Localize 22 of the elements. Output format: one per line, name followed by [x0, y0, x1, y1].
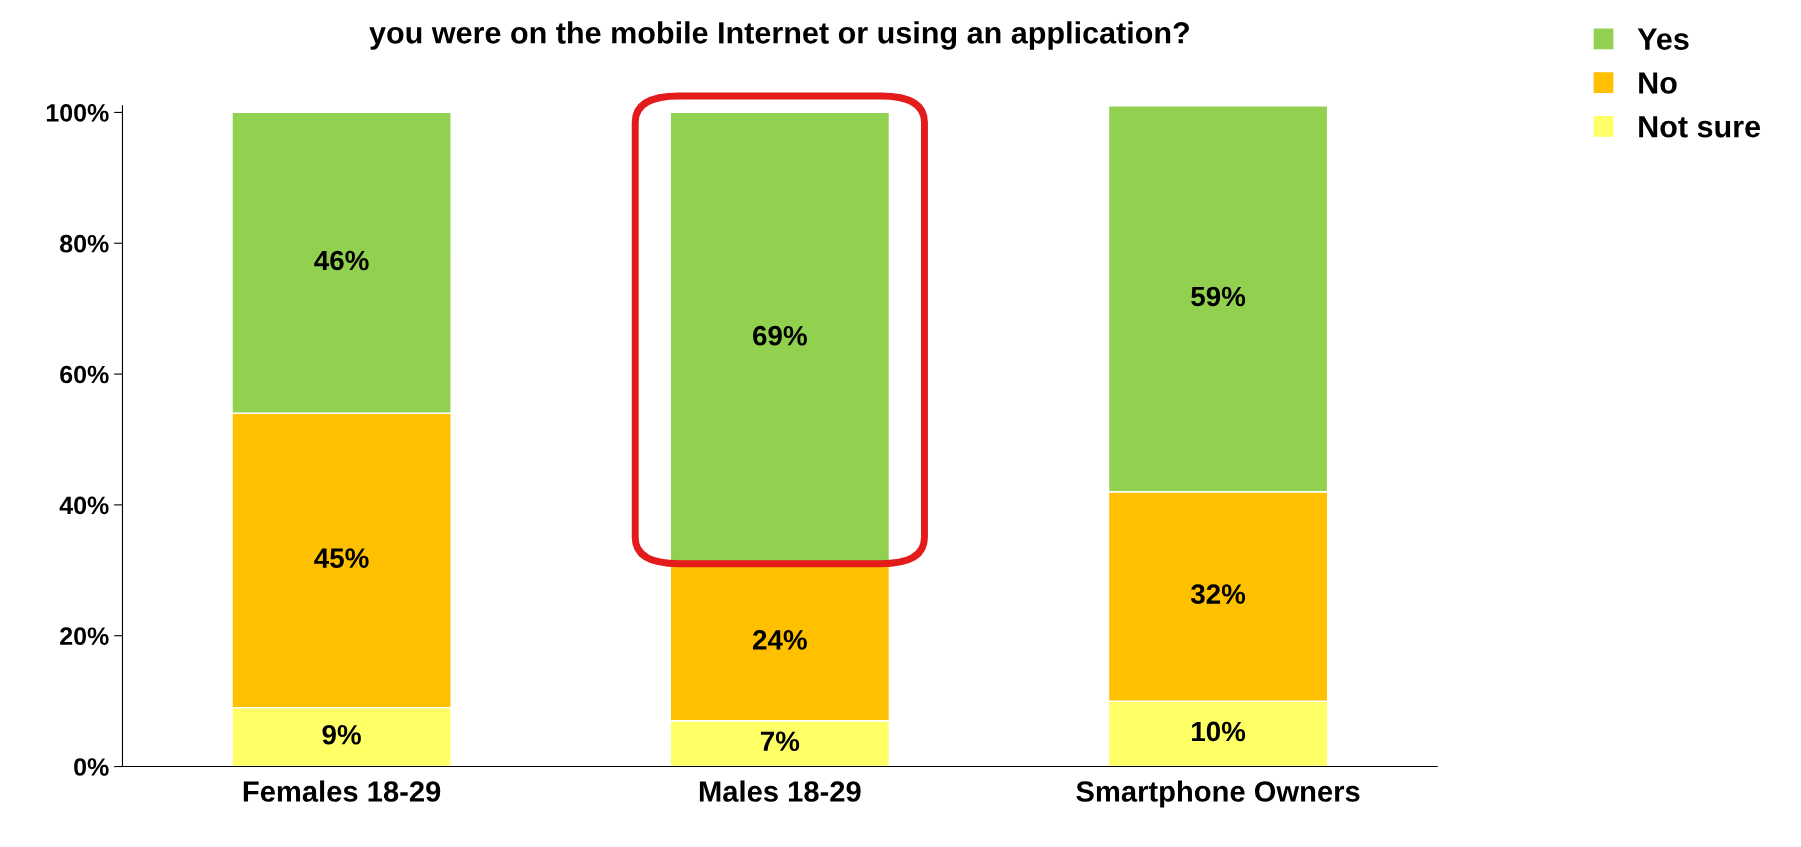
- chart-title: you were on the mobile Internet or using an application?: [369, 21, 1189, 50]
- data-label: 46%: [314, 250, 369, 271]
- data-label: 59%: [1191, 286, 1246, 307]
- data-label: 32%: [1190, 584, 1246, 604]
- y-tick-label: 100%: [46, 104, 109, 122]
- data-label: 10%: [1192, 721, 1246, 742]
- legend-label: No: [1639, 72, 1677, 94]
- x-tick-label: Smartphone Owners: [1076, 780, 1360, 808]
- legend-label: Not sure: [1639, 116, 1761, 138]
- data-label: 9%: [322, 724, 361, 745]
- legend-label: Yes: [1637, 28, 1689, 50]
- x-tick-label: Males 18-29: [699, 780, 861, 802]
- y-tick-label: 60%: [60, 365, 109, 384]
- x-tick-label: Females 18-29: [243, 780, 441, 802]
- y-tick-label: 80%: [60, 234, 109, 253]
- data-label: 69%: [753, 325, 807, 346]
- y-tick-label: 20%: [60, 627, 109, 646]
- y-tick-label: 40%: [59, 496, 109, 515]
- data-label: 7%: [760, 731, 800, 752]
- y-tick-label: 0%: [74, 758, 109, 776]
- data-label: 45%: [314, 548, 369, 568]
- data-label: 24%: [753, 630, 807, 650]
